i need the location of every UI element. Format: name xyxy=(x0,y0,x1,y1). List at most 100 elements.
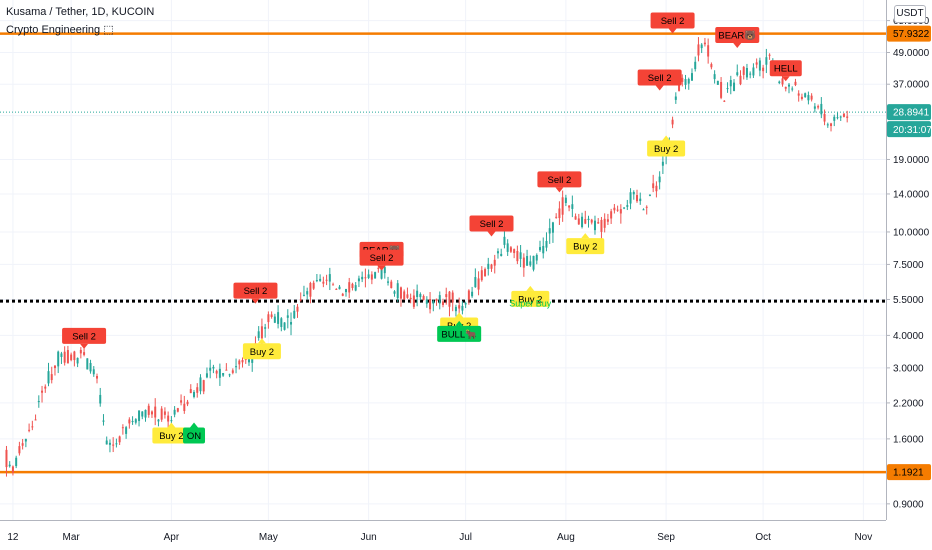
candle-body xyxy=(471,291,474,297)
candle-body xyxy=(225,369,228,371)
candle-body xyxy=(545,240,548,248)
x-tick-label: May xyxy=(259,532,278,543)
candle-body xyxy=(393,291,396,294)
candle-body xyxy=(390,281,393,288)
candle-body xyxy=(53,365,56,369)
candle-body xyxy=(484,269,487,277)
currency-button[interactable]: USDT xyxy=(894,5,926,23)
candle-body xyxy=(522,257,525,268)
signal-hell-label: HELL xyxy=(774,64,798,75)
candle-body xyxy=(639,198,642,202)
candle-body xyxy=(535,254,538,261)
candle-body xyxy=(89,362,92,372)
candle-body xyxy=(487,263,490,269)
level-price-tag xyxy=(887,25,931,42)
candle-body xyxy=(141,411,144,417)
candle-body xyxy=(429,299,432,310)
signal-bull-label: ON xyxy=(187,431,201,442)
time-axis[interactable]: 12 Mar Apr May Jun Jul Aug Sep Oct Nov xyxy=(0,520,886,544)
candle-body xyxy=(551,222,554,233)
signal-pointer xyxy=(662,135,671,141)
candle-body xyxy=(755,62,758,65)
candle-body xyxy=(826,124,829,126)
candle-body xyxy=(57,351,60,367)
candle-body xyxy=(749,73,752,75)
candle-body xyxy=(765,57,768,65)
signal-buy-box xyxy=(647,140,686,157)
candle-body xyxy=(716,80,719,85)
candle-body xyxy=(458,305,461,309)
signal-pointer xyxy=(167,422,176,428)
signal-pointer xyxy=(377,265,386,271)
candle-body xyxy=(183,403,186,411)
x-tick-label: Oct xyxy=(755,532,771,543)
candle-body xyxy=(610,211,613,219)
price-axis[interactable]: 65.000049.000037.000028.000019.000014.00… xyxy=(886,0,932,550)
candle-body xyxy=(70,354,73,361)
candle-body xyxy=(558,208,561,219)
candle-body xyxy=(335,288,338,290)
candle-body xyxy=(322,281,325,284)
candle-body xyxy=(846,116,849,118)
signal-labels: Sell 2 Buy 2 ON Sell 2 Buy 2 BEAR🐻 Sell 2 Buy 2… xyxy=(62,12,802,444)
candle-body xyxy=(629,192,632,204)
candle-body xyxy=(73,351,76,361)
y-tick-label: 3.0000 xyxy=(893,363,924,374)
candle-body xyxy=(79,349,82,354)
last-price-tag xyxy=(887,104,931,121)
candle-body xyxy=(341,293,344,296)
candle-body xyxy=(76,357,79,364)
signal-pointer xyxy=(581,233,590,239)
indicator-label[interactable]: Crypto Engineering ⬚ xyxy=(6,24,114,36)
candle-body xyxy=(344,289,347,293)
candle-body xyxy=(348,282,351,293)
candle-body xyxy=(11,466,14,473)
candle-body xyxy=(448,291,451,307)
candle-body xyxy=(839,116,842,118)
candle-body xyxy=(102,420,105,422)
candle-body xyxy=(529,261,532,266)
x-tick-label: Aug xyxy=(557,532,575,543)
candle-body xyxy=(121,427,124,429)
candle-body xyxy=(626,205,629,207)
candle-body xyxy=(441,301,445,305)
candle-body xyxy=(374,272,377,279)
candle-body xyxy=(134,419,137,423)
signal-pointer xyxy=(251,298,260,304)
candle-body xyxy=(539,247,542,251)
candle-body xyxy=(564,197,567,204)
candle-body xyxy=(661,161,664,166)
candle-body xyxy=(403,291,406,300)
candle-body xyxy=(619,209,622,214)
x-tick-label: 12 xyxy=(7,532,19,543)
x-tick-label: Apr xyxy=(164,532,180,543)
candle-body xyxy=(380,267,383,279)
candle-body xyxy=(493,259,496,266)
candle-body xyxy=(412,295,415,307)
candle-body xyxy=(597,222,600,224)
signal-bull-label: BULL🐂 xyxy=(441,328,477,340)
candle-body xyxy=(47,371,50,384)
candle-body xyxy=(823,113,826,122)
candle-body xyxy=(784,86,787,89)
candle-body xyxy=(154,406,157,418)
candle-body xyxy=(500,253,503,256)
signal-bull-box xyxy=(183,427,206,444)
candle-body xyxy=(791,88,794,90)
signal-pointer xyxy=(455,320,464,326)
candle-body xyxy=(787,84,790,87)
candle-body xyxy=(364,277,367,279)
candle-body xyxy=(231,370,234,373)
candle-body xyxy=(180,400,183,403)
countdown-tag xyxy=(887,121,931,138)
candle-body xyxy=(167,415,170,422)
signal-sell-box xyxy=(537,171,582,188)
candle-body xyxy=(684,79,687,85)
candle-body xyxy=(548,228,551,234)
candle-body xyxy=(41,390,44,393)
candle-body xyxy=(490,264,493,269)
signal-sell-box xyxy=(469,215,514,232)
candle-body xyxy=(671,119,674,125)
candle-body xyxy=(762,67,765,72)
